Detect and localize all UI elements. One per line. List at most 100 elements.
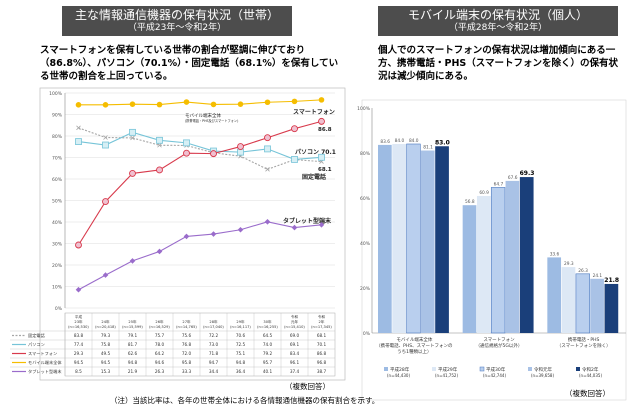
annotation-landline: 固定電話 xyxy=(302,173,326,181)
marker-point xyxy=(210,150,217,158)
table-header-cell: (n=16,529) xyxy=(149,325,170,329)
marker-point xyxy=(75,241,82,249)
bar-value-label: 64.7 xyxy=(494,181,504,187)
annotation-tablet: タブレット型端末 xyxy=(283,217,332,225)
table-cell: 95.8 xyxy=(182,360,192,365)
right-header: モバイル端末の保有状況（個人） （平成28年～令和2年） xyxy=(378,6,618,36)
bar-令和元年 xyxy=(420,150,435,333)
bar-value-label: 60.9 xyxy=(479,190,489,196)
annotation-pc: パソコン 70.1 xyxy=(295,148,336,156)
annotation-smartphone_val: 86.8 xyxy=(318,127,332,133)
table-cell: 86.8 xyxy=(317,351,327,356)
table-header-cell: 元年 xyxy=(291,319,299,324)
legend-n: (n=44,035) xyxy=(579,373,602,378)
table-cell: 83.8 xyxy=(74,333,84,338)
legend-label: 令和元年 xyxy=(534,366,552,373)
y-tick-label: 70% xyxy=(52,156,63,162)
table-cell: 94.5 xyxy=(74,360,84,365)
marker-point xyxy=(129,258,136,264)
table-cell: 64.5 xyxy=(263,333,273,338)
bar-平成28年 xyxy=(378,144,392,333)
marker-point xyxy=(210,101,217,108)
marker-point xyxy=(183,139,190,147)
table-cell: 76.8 xyxy=(182,342,192,347)
table-header-cell: (n=16,255) xyxy=(257,325,278,329)
table-header-cell: 25年 xyxy=(128,319,137,324)
table-header-cell: 令和 xyxy=(291,314,299,319)
marker-point xyxy=(318,97,325,103)
y-tick-label: 60% xyxy=(52,177,63,183)
x-category-label: モバイル端末全体 xyxy=(396,336,432,343)
table-cell: 64.2 xyxy=(155,351,165,356)
marker-point xyxy=(210,231,217,237)
bar-平成29年 xyxy=(476,195,491,333)
right-multi-answer: （複数回答） xyxy=(565,389,610,398)
bar-value-label: 24.1 xyxy=(593,273,603,279)
table-cell: 72.0 xyxy=(182,351,192,356)
table-header-cell: 26年 xyxy=(155,319,164,324)
table-header-cell: 24年 xyxy=(101,319,110,324)
table-header-cell: 30年 xyxy=(263,319,272,324)
legend-label: 平成29年 xyxy=(438,366,458,373)
table-cell: 81.7 xyxy=(128,342,138,347)
table-cell: 94.6 xyxy=(155,360,165,365)
legend-swatch-平成28年 xyxy=(384,367,388,371)
marker-point xyxy=(237,148,244,156)
marker-point xyxy=(265,167,270,172)
y-tick-label: 100% xyxy=(49,91,63,97)
table-header-cell: (n=14,765) xyxy=(176,325,197,329)
table-header-cell: 平成 xyxy=(75,314,83,319)
bar-value-label: 81.1 xyxy=(423,145,433,151)
table-cell: 95.7 xyxy=(263,360,273,365)
table-header-cell: (n=16,117) xyxy=(230,325,251,329)
marker-point xyxy=(318,221,325,228)
table-cell: 38.7 xyxy=(317,369,327,374)
left-chart-frame xyxy=(39,87,346,381)
table-cell: 69.1 xyxy=(290,342,300,347)
y-tick-label: 80% xyxy=(360,151,371,157)
marker-point xyxy=(264,145,271,153)
legend-swatch-令和元年 xyxy=(528,367,532,371)
bar-令和2年 xyxy=(435,146,449,333)
table-cell: 94.7 xyxy=(209,360,219,365)
bar-value-label: 56.8 xyxy=(465,199,475,205)
bar-平成30年 xyxy=(490,187,506,334)
y-tick-label: 0% xyxy=(55,306,63,312)
table-header-cell: 28年 xyxy=(209,319,218,324)
legend-label: 平成30年 xyxy=(486,366,506,373)
y-tick-label: 30% xyxy=(52,242,63,248)
marker-point xyxy=(129,169,136,177)
legend-label: スマートフォン xyxy=(28,351,57,357)
table-cell: 79.3 xyxy=(101,333,111,338)
table-cell: 21.9 xyxy=(128,369,138,374)
marker-point xyxy=(103,135,108,140)
left-title: 主な情報通信機器の保有状況（世帯） xyxy=(74,8,279,22)
table-cell: 83.4 xyxy=(290,351,300,356)
marker-point xyxy=(129,101,136,107)
marker-point xyxy=(291,98,298,105)
marker-point xyxy=(183,99,190,105)
table-cell: 49.5 xyxy=(101,351,111,356)
bar-令和元年 xyxy=(505,180,520,333)
marker-point xyxy=(291,125,298,133)
marker-point xyxy=(237,226,244,233)
legend-label: タブレット型端末 xyxy=(28,368,62,375)
bar-value-label: 84.0 xyxy=(409,138,419,144)
bar-value-label: 67.6 xyxy=(508,175,518,181)
table-cell: 75.6 xyxy=(182,333,192,338)
table-cell: 71.8 xyxy=(209,351,219,356)
marker-point xyxy=(102,272,109,278)
table-cell: 78.0 xyxy=(155,342,165,347)
bar-平成29年 xyxy=(392,144,406,333)
table-header-cell: 令和 xyxy=(318,314,326,319)
y-tick-label: 60% xyxy=(360,196,371,202)
marker-point xyxy=(129,128,136,136)
table-header-cell: 29年 xyxy=(236,319,245,324)
table-cell: 8.5 xyxy=(75,369,82,374)
x-category-label: （スマートフォンを除く） xyxy=(557,342,611,349)
table-cell: 72.2 xyxy=(209,333,219,338)
legend-swatch-平成29年 xyxy=(432,367,436,371)
marker-point xyxy=(156,101,163,108)
marker-point xyxy=(237,101,244,107)
